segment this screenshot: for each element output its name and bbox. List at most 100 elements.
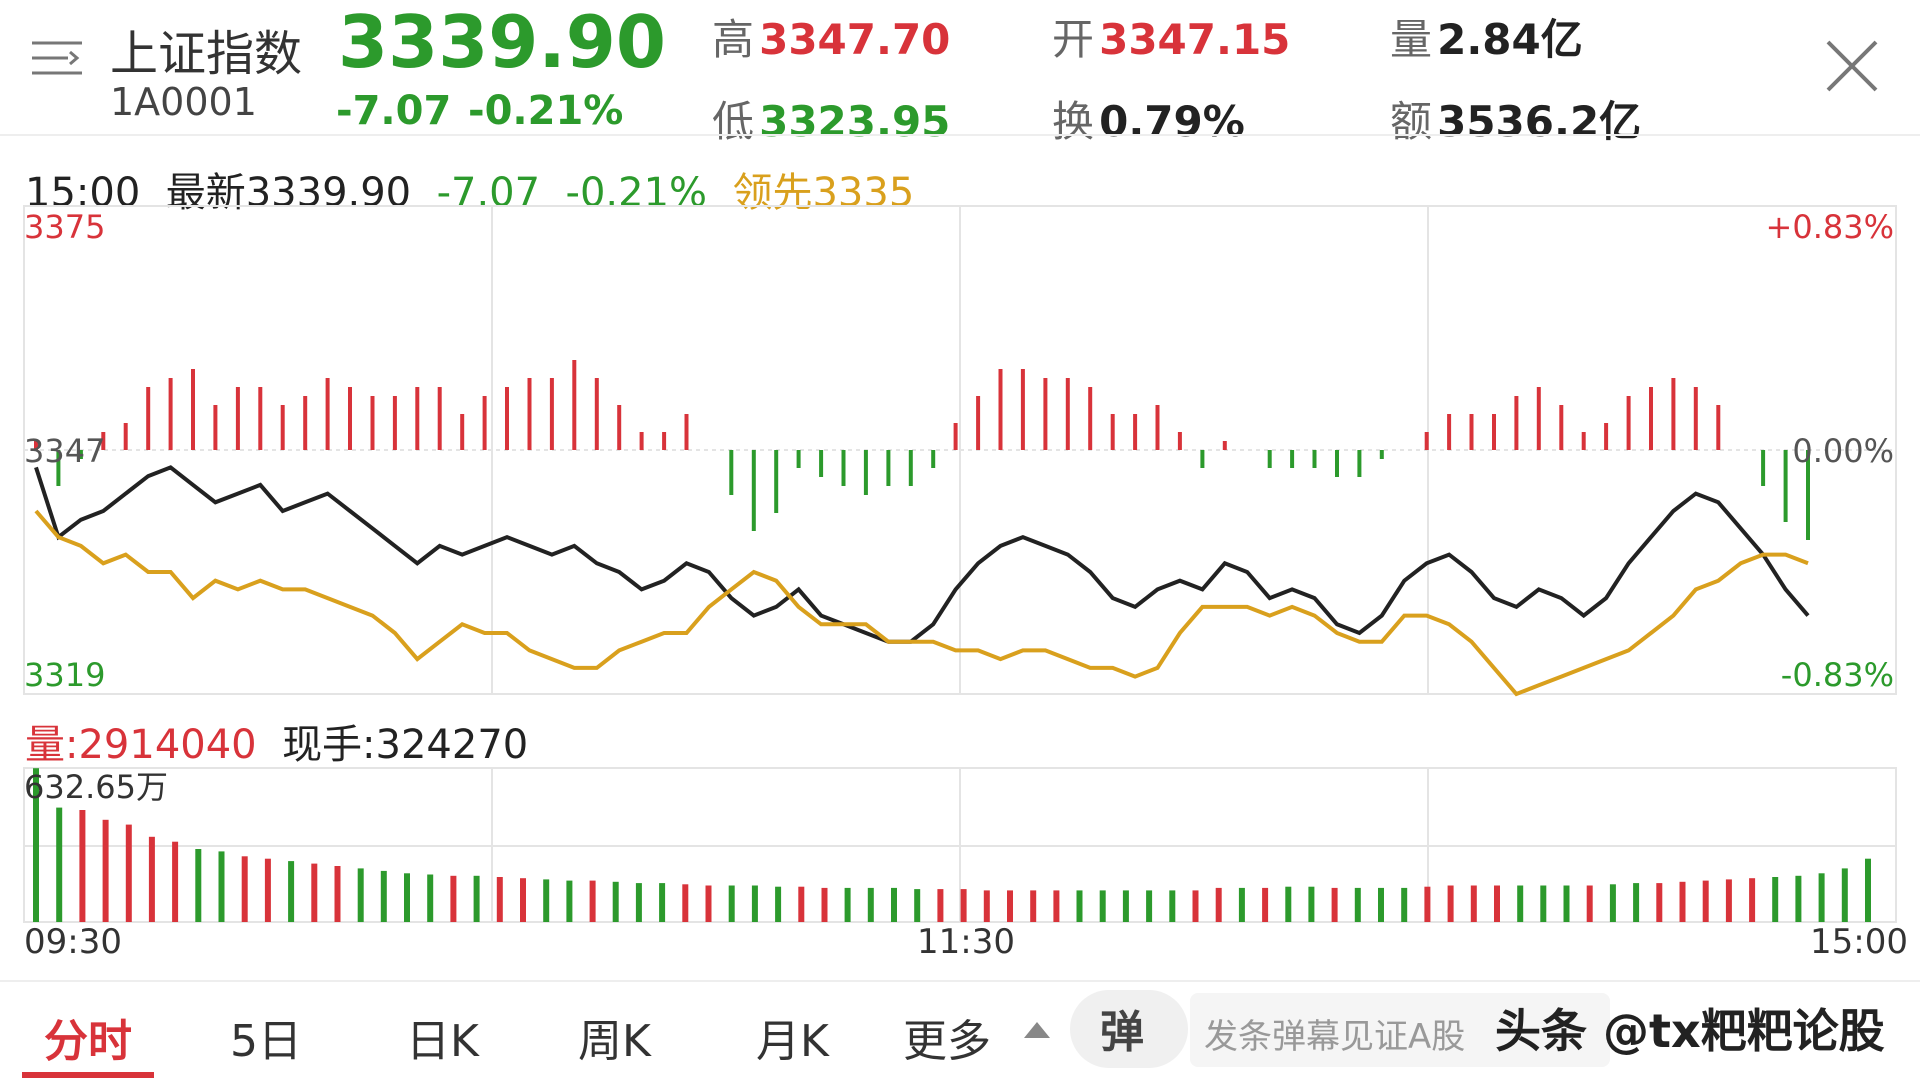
volume-bar xyxy=(728,885,735,922)
volume-bar xyxy=(1563,885,1570,922)
close-icon[interactable] xyxy=(1824,38,1880,94)
momentum-bar xyxy=(146,387,151,450)
danmaku-toggle-button[interactable]: 弹 xyxy=(1070,990,1188,1068)
tab-5day[interactable]: 5日 xyxy=(230,1016,302,1067)
momentum-bar xyxy=(1267,450,1272,468)
volume-bar xyxy=(1007,890,1013,922)
momentum-bar xyxy=(1088,387,1093,450)
volume-bar xyxy=(1215,887,1222,922)
momentum-bar xyxy=(594,378,599,450)
volume-bar xyxy=(1169,890,1176,922)
volume-bar xyxy=(102,819,109,922)
momentum-bar xyxy=(1379,450,1384,459)
volume-bar xyxy=(1772,877,1779,922)
momentum-bar xyxy=(370,396,375,450)
volume-bar xyxy=(682,884,689,922)
momentum-bar xyxy=(213,405,218,450)
momentum-bar xyxy=(976,396,981,450)
y-tick-left-bottom: 3319 xyxy=(24,656,105,694)
momentum-bar xyxy=(1514,396,1519,450)
tab-daily-k[interactable]: 日K xyxy=(406,1016,479,1067)
momentum-bar xyxy=(1177,432,1182,450)
momentum-bar xyxy=(684,414,689,450)
momentum-bar xyxy=(78,450,83,459)
volume-bar xyxy=(1285,886,1292,922)
momentum-bar xyxy=(1043,378,1048,450)
momentum-bar xyxy=(886,450,891,486)
volume-bar xyxy=(1795,875,1802,922)
volume-bar xyxy=(496,877,503,922)
momentum-bar xyxy=(1536,387,1541,450)
momentum-bar xyxy=(123,423,128,450)
volume-bar xyxy=(1053,890,1060,922)
volume-bar xyxy=(1424,886,1431,922)
momentum-bar xyxy=(527,378,532,450)
volume-bar xyxy=(1818,873,1825,922)
momentum-bar xyxy=(953,423,958,450)
danmaku-input[interactable]: 发条弹幕见证A股 xyxy=(1190,993,1610,1067)
volume-bar xyxy=(264,858,271,922)
chevron-up-icon[interactable] xyxy=(1022,1020,1052,1044)
volume-bar xyxy=(566,880,573,922)
momentum-bar xyxy=(639,432,644,450)
momentum-bar xyxy=(1693,387,1698,450)
momentum-bar xyxy=(819,450,824,477)
momentum-bar xyxy=(482,396,487,450)
volume-bar xyxy=(1262,887,1269,922)
chart-info: 15:00 最新3339.90 -7.07 -0.21% 领先3335 xyxy=(25,170,915,216)
momentum-bar xyxy=(1335,450,1339,477)
momentum-bar xyxy=(235,387,240,450)
y-tick-right-bottom: -0.83% xyxy=(1781,656,1894,694)
momentum-bar xyxy=(258,387,263,450)
volume-bar xyxy=(705,885,712,922)
volume-bar xyxy=(1354,887,1361,922)
momentum-bar xyxy=(34,441,38,450)
momentum-bar xyxy=(1065,378,1070,450)
momentum-bar xyxy=(1716,405,1721,450)
volume-bar xyxy=(218,851,225,922)
momentum-bar xyxy=(1581,432,1586,450)
volume-bar xyxy=(450,875,457,922)
momentum-bar xyxy=(1649,387,1653,450)
volume-bar xyxy=(1749,878,1756,922)
volume-bar xyxy=(1517,885,1524,922)
momentum-bar xyxy=(460,414,465,450)
momentum-bar xyxy=(572,360,577,450)
stat-low: 低 3323.95 xyxy=(712,97,951,146)
volume-bar xyxy=(404,873,410,922)
watermark: 头条 @tx粑粑论股 xyxy=(1495,1004,1885,1058)
momentum-bar xyxy=(1312,450,1317,468)
header-divider xyxy=(0,134,1920,136)
volume-bar xyxy=(1633,883,1640,922)
volume-bar xyxy=(1609,884,1616,922)
menu-icon[interactable] xyxy=(30,38,84,78)
momentum-bar xyxy=(1110,414,1115,450)
tab-monthly-k[interactable]: 月K xyxy=(756,1016,829,1067)
tab-more[interactable]: 更多 xyxy=(903,1016,991,1067)
price-line xyxy=(34,465,1810,644)
volume-bar xyxy=(334,866,341,922)
tab-weekly-k[interactable]: 周K xyxy=(578,1016,651,1067)
volume-bar xyxy=(125,824,132,922)
volume-bar xyxy=(1656,883,1663,922)
x-tick-start: 09:30 xyxy=(24,922,122,962)
volume-bar xyxy=(1702,880,1709,922)
momentum-bar xyxy=(1222,441,1227,450)
momentum-bar xyxy=(729,450,734,495)
volume-bar xyxy=(937,889,944,922)
momentum-bar xyxy=(392,396,397,450)
volume-bar xyxy=(821,887,828,922)
stat-volume: 量 2.84亿 xyxy=(1390,15,1583,64)
momentum-bar xyxy=(191,369,195,450)
volume-grid xyxy=(23,767,1897,923)
momentum-bar xyxy=(549,378,554,450)
volume-bar xyxy=(1401,887,1408,922)
momentum-bar xyxy=(1020,369,1025,450)
momentum-bar xyxy=(617,405,622,450)
momentum-bar xyxy=(1424,432,1429,450)
index-code: 1A0001 xyxy=(110,80,257,124)
momentum-bar xyxy=(1155,405,1160,450)
tab-intraday[interactable]: 分时 xyxy=(44,1016,132,1067)
momentum-bar xyxy=(1133,414,1138,450)
tabs-divider xyxy=(0,980,1920,982)
